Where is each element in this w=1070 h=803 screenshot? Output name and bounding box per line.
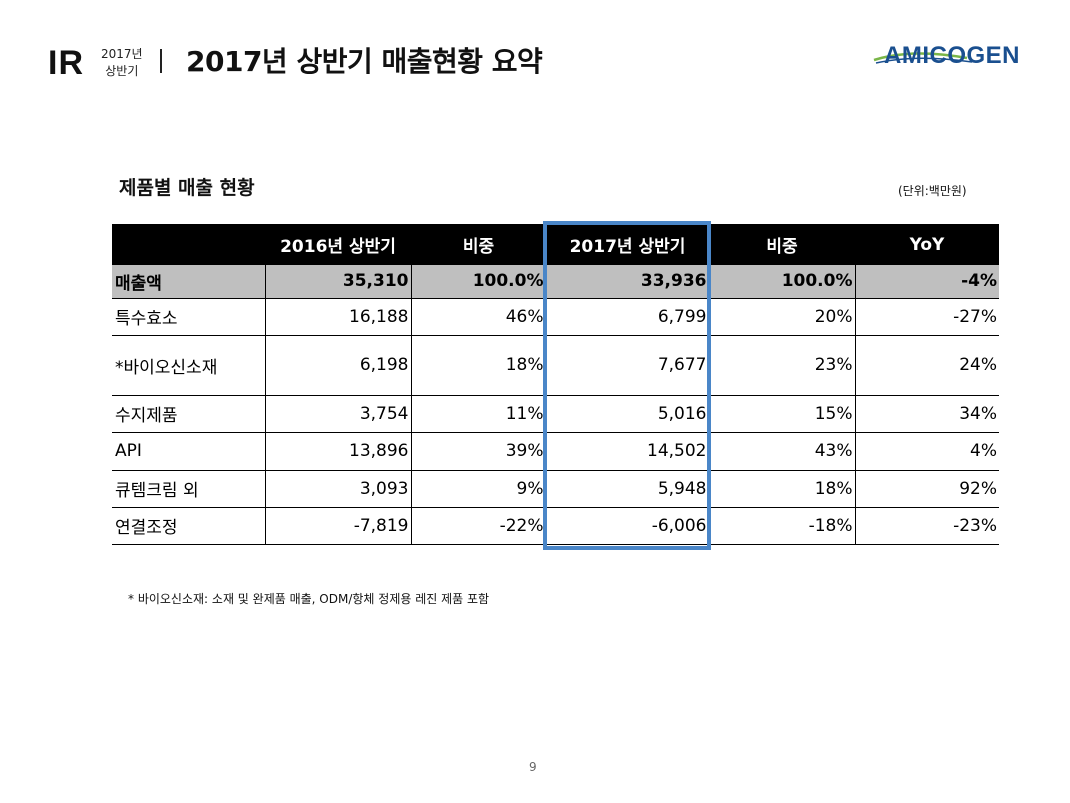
company-logo: AMICOGEN [872,38,1044,78]
table-cell: 특수효소 [112,298,265,336]
table-cell: 11% [410,395,546,433]
logo-swoosh-icon [873,52,973,64]
table-cell: 6,198 [264,335,411,396]
table-cell: 5,016 [545,395,709,433]
table-cell: -6,006 [545,507,709,545]
sales-table: 2016년 상반기 비중 2017년 상반기 비중 YoY 매출액 35,310… [112,224,999,545]
table-cell: 3,093 [264,470,411,508]
table-cell: 3,754 [264,395,411,433]
header-cell [112,224,265,265]
table-cell: 9% [410,470,546,508]
table-cell: -27% [854,298,999,336]
table-cell: 18% [410,335,546,396]
table-cell: 34% [854,395,999,433]
unit-label: (단위:백만원) [898,184,967,198]
table-cell: 16,188 [264,298,411,336]
table-cell: -18% [708,507,855,545]
table-cell: 6,799 [545,298,709,336]
table-cell: 연결조정 [112,507,265,545]
table-cell: 39% [410,432,546,471]
ir-period: 2017년 상반기 [101,46,143,80]
table-cell: 큐템크림 외 [112,470,265,508]
header-cell: 2017년 상반기 [546,224,709,265]
table-row: 수지제품 3,754 11% 5,016 15% 34% [112,395,999,433]
header-cell: 2016년 상반기 [265,224,411,265]
table-cell: -23% [854,507,999,545]
table-cell: -22% [410,507,546,545]
table-cell: 15% [708,395,855,433]
table-row: 특수효소 16,188 46% 6,799 20% -27% [112,298,999,336]
table-cell: 43% [708,432,855,471]
table-cell: 23% [708,335,855,396]
table-cell: -7,819 [264,507,411,545]
table-cell: 13,896 [264,432,411,471]
table-header-row: 2016년 상반기 비중 2017년 상반기 비중 YoY [112,224,999,265]
table-cell: 20% [708,298,855,336]
header-cell: YoY [855,224,999,265]
table-cell: *바이오신소재 [112,335,265,396]
header-separator [160,49,162,73]
page-number: 9 [529,760,537,774]
logo-text: AMICOGEN [884,42,1020,69]
table-cell: 5,948 [545,470,709,508]
table-row: API 13,896 39% 14,502 43% 4% [112,432,999,471]
table-row: 큐템크림 외 3,093 9% 5,948 18% 92% [112,470,999,508]
ir-mark: IR [48,44,84,82]
table-cell: API [112,432,265,471]
table-row: 연결조정 -7,819 -22% -6,006 -18% -23% [112,507,999,545]
table-cell: 7,677 [545,335,709,396]
table-cell: 92% [854,470,999,508]
table-cell: 35,310 [264,265,411,299]
ir-period-year: 2017년 [101,47,143,61]
table-cell: 46% [410,298,546,336]
section-title: 제품별 매출 현황 [119,177,255,199]
ir-period-half: 상반기 [105,64,139,78]
table-cell: 14,502 [545,432,709,471]
table-cell: 수지제품 [112,395,265,433]
table-cell: 4% [854,432,999,471]
table-cell: 33,936 [545,265,709,299]
table-cell: 100.0% [708,265,855,299]
table-cell: 18% [708,470,855,508]
table-cell: 매출액 [112,265,265,299]
header-cell: 비중 [709,224,855,265]
table-cell: 24% [854,335,999,396]
header-cell: 비중 [411,224,546,265]
table-cell: -4% [854,265,999,299]
table-total-row: 매출액 35,310 100.0% 33,936 100.0% -4% [112,265,999,299]
table-cell: 100.0% [410,265,546,299]
table-row: *바이오신소재 6,198 18% 7,677 23% 24% [112,335,999,396]
page-title: 2017년 상반기 매출현황 요약 [186,45,543,78]
footnote: * 바이오신소재: 소재 및 완제품 매출, ODM/항체 정제용 레진 제품 … [128,592,490,606]
